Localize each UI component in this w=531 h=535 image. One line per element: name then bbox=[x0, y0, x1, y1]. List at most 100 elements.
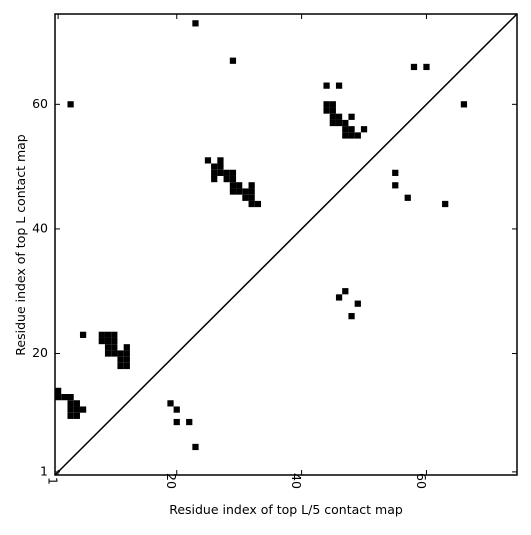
contact bbox=[73, 412, 80, 419]
contact bbox=[55, 394, 62, 401]
contact bbox=[442, 200, 449, 208]
contact bbox=[236, 182, 243, 189]
contact bbox=[342, 288, 349, 295]
contact bbox=[229, 188, 237, 195]
contact bbox=[335, 82, 343, 89]
contact bbox=[229, 175, 237, 183]
contact bbox=[248, 188, 255, 195]
contact bbox=[348, 113, 355, 120]
contact bbox=[211, 175, 218, 183]
contact bbox=[229, 182, 237, 189]
y-tick-label: 60 bbox=[32, 96, 48, 111]
contact bbox=[329, 107, 336, 114]
y-tick-label: 20 bbox=[32, 345, 48, 360]
contact bbox=[348, 132, 355, 139]
contact bbox=[167, 400, 174, 407]
contact bbox=[236, 188, 243, 195]
contact bbox=[61, 394, 68, 401]
contact bbox=[67, 400, 74, 407]
contact bbox=[104, 350, 112, 357]
contact bbox=[342, 132, 349, 139]
contact bbox=[348, 126, 355, 133]
x-tick-label: 20 bbox=[164, 473, 179, 489]
y-tick-label: 40 bbox=[32, 220, 48, 235]
contact bbox=[73, 406, 80, 413]
contact bbox=[460, 101, 468, 108]
contact bbox=[217, 157, 224, 164]
contact bbox=[104, 337, 112, 345]
contact bbox=[223, 175, 230, 183]
contact bbox=[67, 412, 74, 419]
x-tick-label: 40 bbox=[289, 473, 304, 489]
contact bbox=[323, 101, 330, 108]
contact bbox=[211, 169, 218, 176]
contact bbox=[254, 200, 262, 208]
contact bbox=[98, 337, 105, 345]
contact bbox=[217, 169, 224, 176]
contact bbox=[117, 356, 124, 363]
contact bbox=[186, 418, 193, 426]
contact bbox=[123, 350, 130, 357]
contact bbox=[242, 194, 249, 201]
contact bbox=[123, 362, 130, 370]
contact bbox=[392, 182, 399, 189]
contact bbox=[117, 362, 124, 370]
contact bbox=[354, 132, 361, 139]
contact bbox=[342, 126, 349, 133]
contact bbox=[123, 356, 130, 363]
contact bbox=[323, 107, 330, 114]
contact bbox=[329, 119, 336, 127]
contact bbox=[248, 194, 255, 201]
contact bbox=[192, 20, 199, 27]
contact bbox=[173, 406, 180, 413]
contact bbox=[335, 119, 343, 127]
contact bbox=[98, 331, 105, 338]
contact bbox=[117, 350, 124, 357]
contact bbox=[248, 182, 255, 189]
contact bbox=[329, 113, 336, 120]
contact bbox=[123, 344, 130, 351]
contact bbox=[67, 406, 74, 413]
contact bbox=[223, 169, 230, 176]
plot-frame bbox=[54, 13, 518, 476]
contact bbox=[229, 57, 237, 64]
contact bbox=[410, 63, 418, 71]
contact bbox=[204, 157, 212, 164]
contact bbox=[329, 101, 336, 108]
contact bbox=[104, 331, 112, 338]
contact bbox=[104, 344, 112, 351]
contact bbox=[67, 101, 74, 108]
contact bbox=[192, 443, 199, 451]
contact bbox=[55, 387, 62, 395]
contact bbox=[217, 163, 224, 170]
x-axis-label: Residue index of top L/5 contact map bbox=[169, 502, 403, 517]
contact bbox=[348, 313, 355, 320]
contact bbox=[323, 82, 330, 89]
contact bbox=[342, 119, 349, 127]
contact bbox=[73, 400, 80, 407]
contact bbox=[229, 169, 237, 176]
contact bbox=[360, 126, 368, 133]
contact bbox=[354, 300, 361, 307]
contact bbox=[335, 113, 343, 120]
contact bbox=[248, 200, 255, 208]
x-tick-label: 60 bbox=[414, 473, 429, 489]
contact bbox=[111, 344, 118, 351]
contact bbox=[335, 294, 343, 301]
contact bbox=[423, 63, 430, 71]
contact bbox=[67, 394, 74, 401]
contact bbox=[242, 188, 249, 195]
contact bbox=[111, 337, 118, 345]
contact bbox=[404, 194, 411, 201]
contact bbox=[111, 331, 118, 338]
y-axis-label: Residue index of top L contact map bbox=[13, 134, 28, 355]
contact bbox=[79, 406, 87, 413]
contact bbox=[79, 331, 87, 338]
diagonal bbox=[54, 13, 518, 476]
contact bbox=[111, 350, 118, 357]
contact bbox=[392, 169, 399, 176]
y-tick-label: 1 bbox=[40, 463, 48, 478]
contact bbox=[173, 418, 180, 426]
x-tick-label: 1 bbox=[46, 477, 61, 485]
